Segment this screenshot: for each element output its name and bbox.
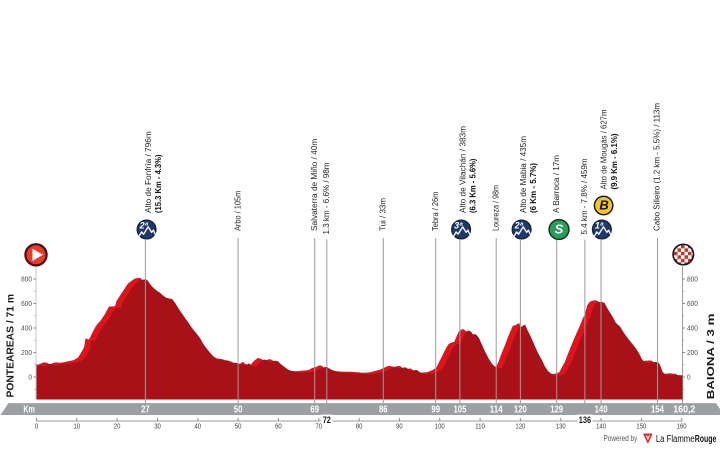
svg-text:130: 130	[556, 423, 566, 430]
svg-text:27: 27	[141, 405, 150, 416]
svg-text:70: 70	[316, 423, 323, 430]
svg-text:(9.9 Km - 6.1%): (9.9 Km - 6.1%)	[610, 133, 619, 189]
svg-text:10: 10	[74, 423, 81, 430]
svg-text:(15.3 Km - 4.3%): (15.3 Km - 4.3%)	[154, 154, 163, 213]
svg-text:80: 80	[356, 423, 363, 430]
svg-text:Tui / 33m: Tui / 33m	[379, 198, 388, 231]
svg-text:800: 800	[21, 275, 32, 284]
svg-text:Alto de Mougás / 627m: Alto de Mougás / 627m	[600, 109, 609, 189]
svg-text:Cabo Silleiro (1.2 km - 5.5%): Cabo Silleiro (1.2 km - 5.5%) / 113m	[653, 103, 662, 231]
svg-text:(6.3 Km - 5.6%): (6.3 Km - 5.6%)	[469, 158, 478, 213]
svg-text:120: 120	[515, 423, 525, 430]
svg-text:60: 60	[275, 423, 282, 430]
svg-text:99: 99	[431, 405, 440, 416]
svg-text:160,2: 160,2	[673, 405, 695, 416]
svg-text:Alto de Mabia / 435m: Alto de Mabia / 435m	[519, 136, 528, 213]
svg-text:105: 105	[454, 405, 467, 416]
svg-text:120: 120	[514, 405, 527, 416]
svg-text:154: 154	[651, 405, 664, 416]
svg-text:400: 400	[687, 324, 698, 333]
svg-text:Arbo / 105m: Arbo / 105m	[233, 190, 242, 231]
svg-text:Km: Km	[23, 405, 35, 416]
svg-text:140: 140	[596, 423, 606, 430]
svg-text:(6 Km - 5.7%): (6 Km - 5.7%)	[529, 163, 538, 213]
svg-text:PONTEAREAS / 71 m: PONTEAREAS / 71 m	[5, 294, 17, 398]
svg-text:0: 0	[687, 373, 691, 382]
svg-text:B: B	[599, 198, 608, 213]
svg-text:A Barroca / 17m: A Barroca / 17m	[552, 155, 561, 213]
svg-text:5.4 km - 7.8% / 459m: 5.4 km - 7.8% / 459m	[580, 158, 589, 234]
svg-text:50: 50	[235, 423, 242, 430]
svg-text:Rouge: Rouge	[695, 434, 717, 445]
svg-text:S: S	[555, 222, 564, 237]
svg-text:400: 400	[21, 324, 32, 333]
svg-text:Alto de Vilachán / 383m: Alto de Vilachán / 383m	[459, 126, 468, 213]
svg-text:40: 40	[195, 423, 202, 430]
svg-text:50: 50	[234, 405, 243, 416]
svg-text:Alto de Fonfría / 796m: Alto de Fonfría / 796m	[144, 131, 153, 213]
svg-text:0: 0	[28, 373, 32, 382]
svg-text:Loureza / 98m: Loureza / 98m	[491, 185, 500, 231]
svg-text:200: 200	[687, 348, 698, 357]
svg-text:800: 800	[687, 275, 698, 284]
svg-text:Powered by: Powered by	[604, 434, 638, 443]
svg-text:30: 30	[154, 423, 161, 430]
svg-text:600: 600	[687, 299, 698, 308]
svg-text:100: 100	[435, 423, 445, 430]
svg-text:600: 600	[21, 299, 32, 308]
svg-text:0: 0	[35, 423, 38, 430]
svg-text:Salvaterra de Miño / 40m: Salvaterra de Miño / 40m	[310, 138, 319, 231]
svg-text:La Flamme: La Flamme	[656, 434, 695, 445]
svg-text:69: 69	[310, 405, 319, 416]
svg-text:160: 160	[677, 423, 687, 430]
svg-text:86: 86	[379, 405, 388, 416]
svg-text:129: 129	[550, 405, 563, 416]
svg-text:1.3 km - 6.6% / 98m: 1.3 km - 6.6% / 98m	[322, 162, 331, 234]
svg-text:20: 20	[114, 423, 121, 430]
svg-text:114: 114	[490, 405, 503, 416]
svg-text:72: 72	[323, 415, 331, 425]
svg-text:150: 150	[636, 423, 646, 430]
svg-text:BAIONA / 3 m: BAIONA / 3 m	[705, 314, 717, 400]
svg-text:140: 140	[595, 405, 608, 416]
svg-text:200: 200	[21, 348, 32, 357]
svg-text:110: 110	[475, 423, 485, 430]
svg-text:Tebra / 26m: Tebra / 26m	[431, 191, 440, 231]
svg-text:90: 90	[396, 423, 403, 430]
svg-text:136: 136	[579, 415, 591, 425]
